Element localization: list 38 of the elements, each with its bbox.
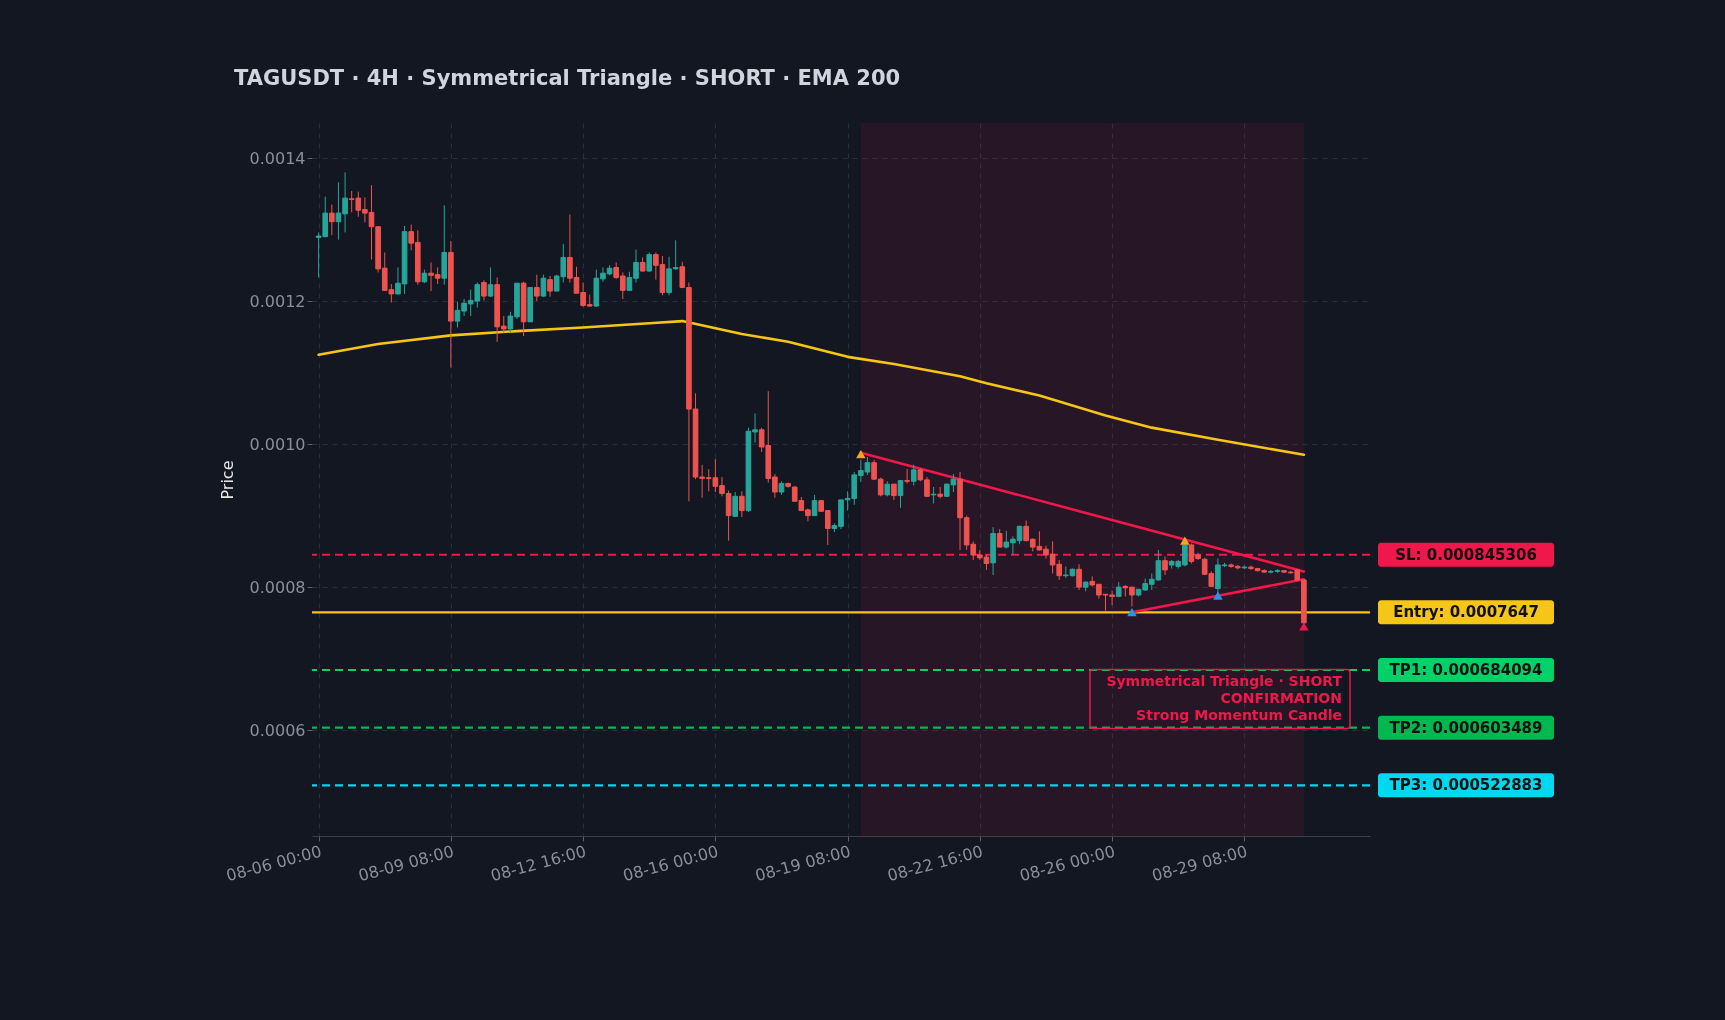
x-tick-label: 08-16 00:00	[620, 841, 721, 886]
x-tick-label: 08-06 00:00	[224, 841, 324, 886]
x-tick-label: 08-26 00:00	[1017, 841, 1118, 886]
annotation: Symmetrical Triangle · SHORT	[1106, 673, 1343, 689]
candlestick	[534, 274, 540, 302]
y-tick-label: 0.0014	[249, 148, 306, 168]
y-tick-label: 0.0012	[249, 291, 306, 311]
candlestick	[547, 275, 553, 298]
candlestick	[732, 491, 739, 517]
x-tick-label: 08-09 08:00	[356, 841, 456, 886]
ref-line-label: TP1: 0.000684094	[1389, 661, 1543, 680]
candlestick	[1162, 555, 1168, 576]
annotation: CONFIRMATION	[1220, 690, 1342, 706]
annotation: Strong Momentum Candle	[1136, 707, 1342, 723]
ref-line-label: TP2: 0.000603489	[1389, 718, 1543, 737]
candlestick	[739, 490, 745, 518]
y-tick-label: 0.0008	[249, 577, 306, 597]
ref-line-label: TP3: 0.000522883	[1389, 776, 1543, 795]
candlestick	[646, 251, 653, 273]
y-tick-label: 0.0010	[249, 434, 306, 454]
candlestick	[329, 204, 335, 236]
x-tick-label: 08-19 08:00	[753, 841, 853, 886]
y-axis-title: Price	[217, 460, 237, 500]
candlestick	[897, 480, 904, 509]
candlestick	[904, 468, 910, 484]
y-tick-label: 0.0006	[249, 720, 306, 740]
x-tick-label: 08-29 08:00	[1149, 841, 1250, 886]
x-tick-label: 08-12 16:00	[488, 841, 589, 886]
candlestick	[481, 279, 487, 301]
candlestick	[1076, 563, 1082, 591]
ref-line-label: SL: 0.000845306	[1395, 545, 1537, 564]
x-tick-label: 08-22 16:00	[885, 841, 985, 886]
candlestick	[540, 274, 547, 298]
ref-line-label: Entry: 0.0007647	[1393, 603, 1539, 622]
candlestick	[487, 266, 494, 298]
candlestick	[811, 494, 818, 517]
candlestick	[910, 464, 917, 487]
chart-title: TAGUSDT · 4H · Symmetrical Triangle · SHORT · EMA 200	[234, 66, 901, 90]
